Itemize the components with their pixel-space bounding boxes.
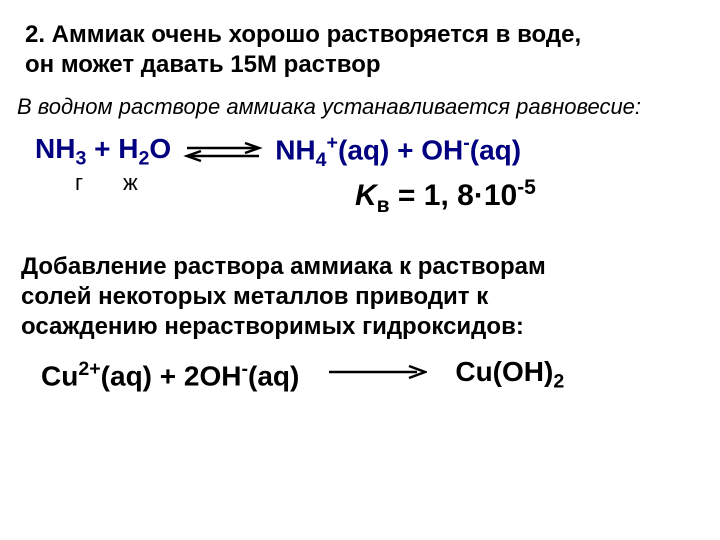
paragraph-hydroxides: Добавление раствора аммиака к растворам …	[21, 252, 695, 342]
slide-title: 2. Аммиак очень хорошо растворяется в во…	[25, 20, 695, 80]
eq2-products: Cu(OH)2	[455, 356, 564, 394]
eq2-reactants: Cu2+(aq) + 2OH-(aq)	[41, 358, 299, 392]
equilibrium-constant: Kв = 1, 8·10-5	[355, 176, 705, 218]
precipitation-equation: Cu2+(aq) + 2OH-(aq) Cu(OH)2	[41, 356, 705, 394]
reaction-arrow-icon	[327, 364, 427, 385]
phase-liquid: ж	[123, 170, 138, 196]
eq1-products: NH4+(aq) + OH-(aq)	[275, 132, 521, 172]
equilibrium-arrow-icon	[183, 141, 263, 163]
para-line-1: Добавление раствора аммиака к растворам	[21, 253, 546, 280]
para-line-3: осаждению нерастворимых гидроксидов:	[21, 313, 524, 340]
equilibrium-equation: NH3 + H2O NH4+(aq) + OH-(aq)	[35, 132, 705, 172]
title-line-2: он может давать 15М раствор	[25, 51, 381, 78]
eq1-reactants: NH3 + H2O	[35, 133, 171, 171]
title-line-1: 2. Аммиак очень хорошо растворяется в во…	[25, 21, 581, 48]
intro-italic: В водном растворе аммиака устанавливаетс…	[17, 94, 705, 120]
para-line-2: солей некоторых металлов приводит к	[21, 283, 488, 310]
phase-gas: г	[75, 170, 83, 196]
